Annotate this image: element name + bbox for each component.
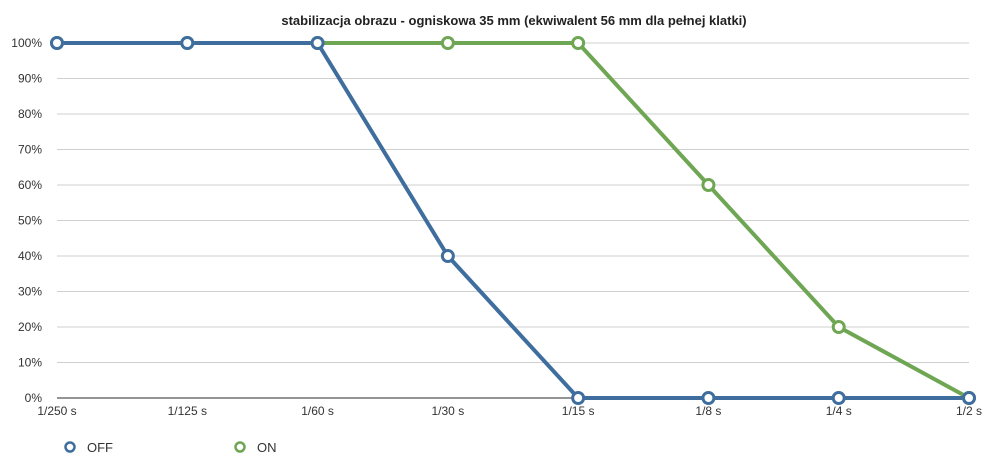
legend-marker (234, 441, 246, 453)
data-point-off (701, 391, 716, 405)
data-point-off (310, 36, 325, 50)
y-tick-label: 20% (18, 320, 42, 334)
y-tick-label: 10% (18, 356, 42, 370)
y-tick-label: 100% (11, 36, 42, 50)
y-tick-label: 40% (18, 249, 42, 263)
data-point-off (440, 249, 455, 263)
data-point-off (50, 36, 64, 50)
data-point-on (701, 178, 716, 192)
data-point-off (571, 391, 586, 405)
series-group (50, 36, 976, 405)
x-tick-label: 1/4 s (826, 404, 852, 418)
legend-marker (64, 441, 76, 453)
y-tick-label: 50% (18, 214, 42, 228)
data-point-off (962, 391, 976, 405)
x-tick-label: 1/2 s (956, 404, 982, 418)
grid-lines (57, 42, 971, 399)
legend-item-off: OFF (64, 440, 113, 455)
data-point-on (440, 36, 455, 50)
y-tick-label: 80% (18, 107, 42, 121)
data-point-off (180, 36, 195, 50)
y-axis-tick-labels: 0% 10% 20% 30% 40% 50% 60% 70% 80% 90% 100% (11, 36, 42, 405)
legend-item-on: ON (234, 440, 277, 455)
data-point-on (831, 320, 846, 334)
x-tick-label: 1/30 s (432, 404, 465, 418)
legend: OFF ON (64, 440, 277, 455)
y-tick-label: 30% (18, 285, 42, 299)
x-tick-label: 1/8 s (695, 404, 721, 418)
series-line-off (55, 41, 971, 400)
data-point-off (831, 391, 846, 405)
y-tick-label: 70% (18, 143, 42, 157)
x-tick-label: 1/125 s (168, 404, 207, 418)
y-tick-label: 90% (18, 72, 42, 86)
chart-title: stabilizacja obrazu - ogniskowa 35 mm (e… (281, 13, 746, 28)
x-tick-label: 1/250 s (37, 404, 76, 418)
x-tick-label: 1/60 s (301, 404, 334, 418)
x-tick-label: 1/15 s (562, 404, 595, 418)
data-point-on (571, 36, 586, 50)
y-tick-label: 0% (25, 391, 43, 405)
y-tick-label: 60% (18, 178, 42, 192)
legend-label: ON (257, 440, 277, 455)
x-axis-tick-labels: 1/250 s 1/125 s 1/60 s 1/30 s 1/15 s 1/8 s 1/4… (37, 404, 982, 418)
legend-label: OFF (87, 440, 113, 455)
